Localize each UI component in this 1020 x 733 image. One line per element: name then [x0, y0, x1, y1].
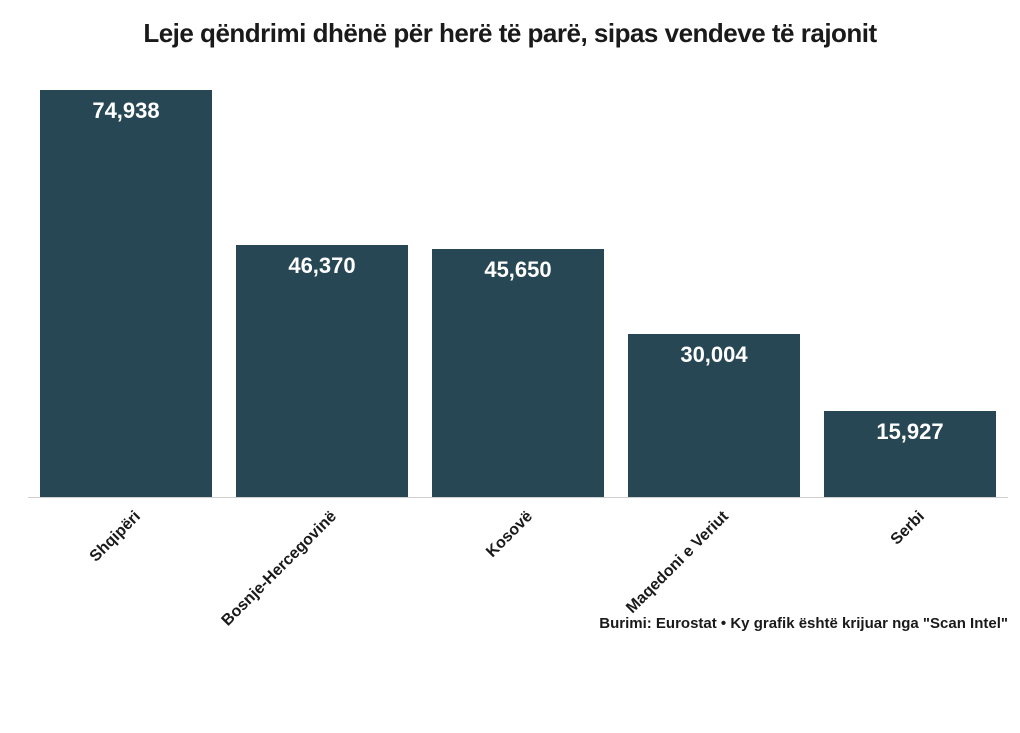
x-axis-label: Shqipëri [0, 508, 145, 733]
chart-plot-area: 74,938 46,370 45,650 30,004 15,927 [28, 80, 1008, 498]
bar: 46,370 [236, 245, 408, 497]
bar-value-label: 15,927 [824, 419, 996, 445]
chart-title: Leje qëndrimi dhënë për herë të parë, si… [0, 0, 1020, 59]
bar-value-label: 74,938 [40, 98, 212, 124]
x-axis-label: Bosnje-Hercegovinë [116, 508, 341, 733]
bar-value-label: 30,004 [628, 342, 800, 368]
bar-value-label: 45,650 [432, 257, 604, 283]
bar: 74,938 [40, 90, 212, 497]
bar: 30,004 [628, 334, 800, 497]
bar: 15,927 [824, 411, 996, 497]
bar-value-label: 46,370 [236, 253, 408, 279]
x-axis-label: Kosovë [312, 508, 537, 733]
chart-source: Burimi: Eurostat • Ky grafik është kriju… [599, 615, 1008, 632]
x-axis-labels: ShqipëriBosnje-HercegovinëKosovëMaqedoni… [28, 500, 1008, 610]
bar: 45,650 [432, 249, 604, 497]
